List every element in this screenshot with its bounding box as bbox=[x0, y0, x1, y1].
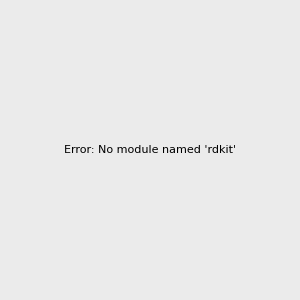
Text: Error: No module named 'rdkit': Error: No module named 'rdkit' bbox=[64, 145, 236, 155]
